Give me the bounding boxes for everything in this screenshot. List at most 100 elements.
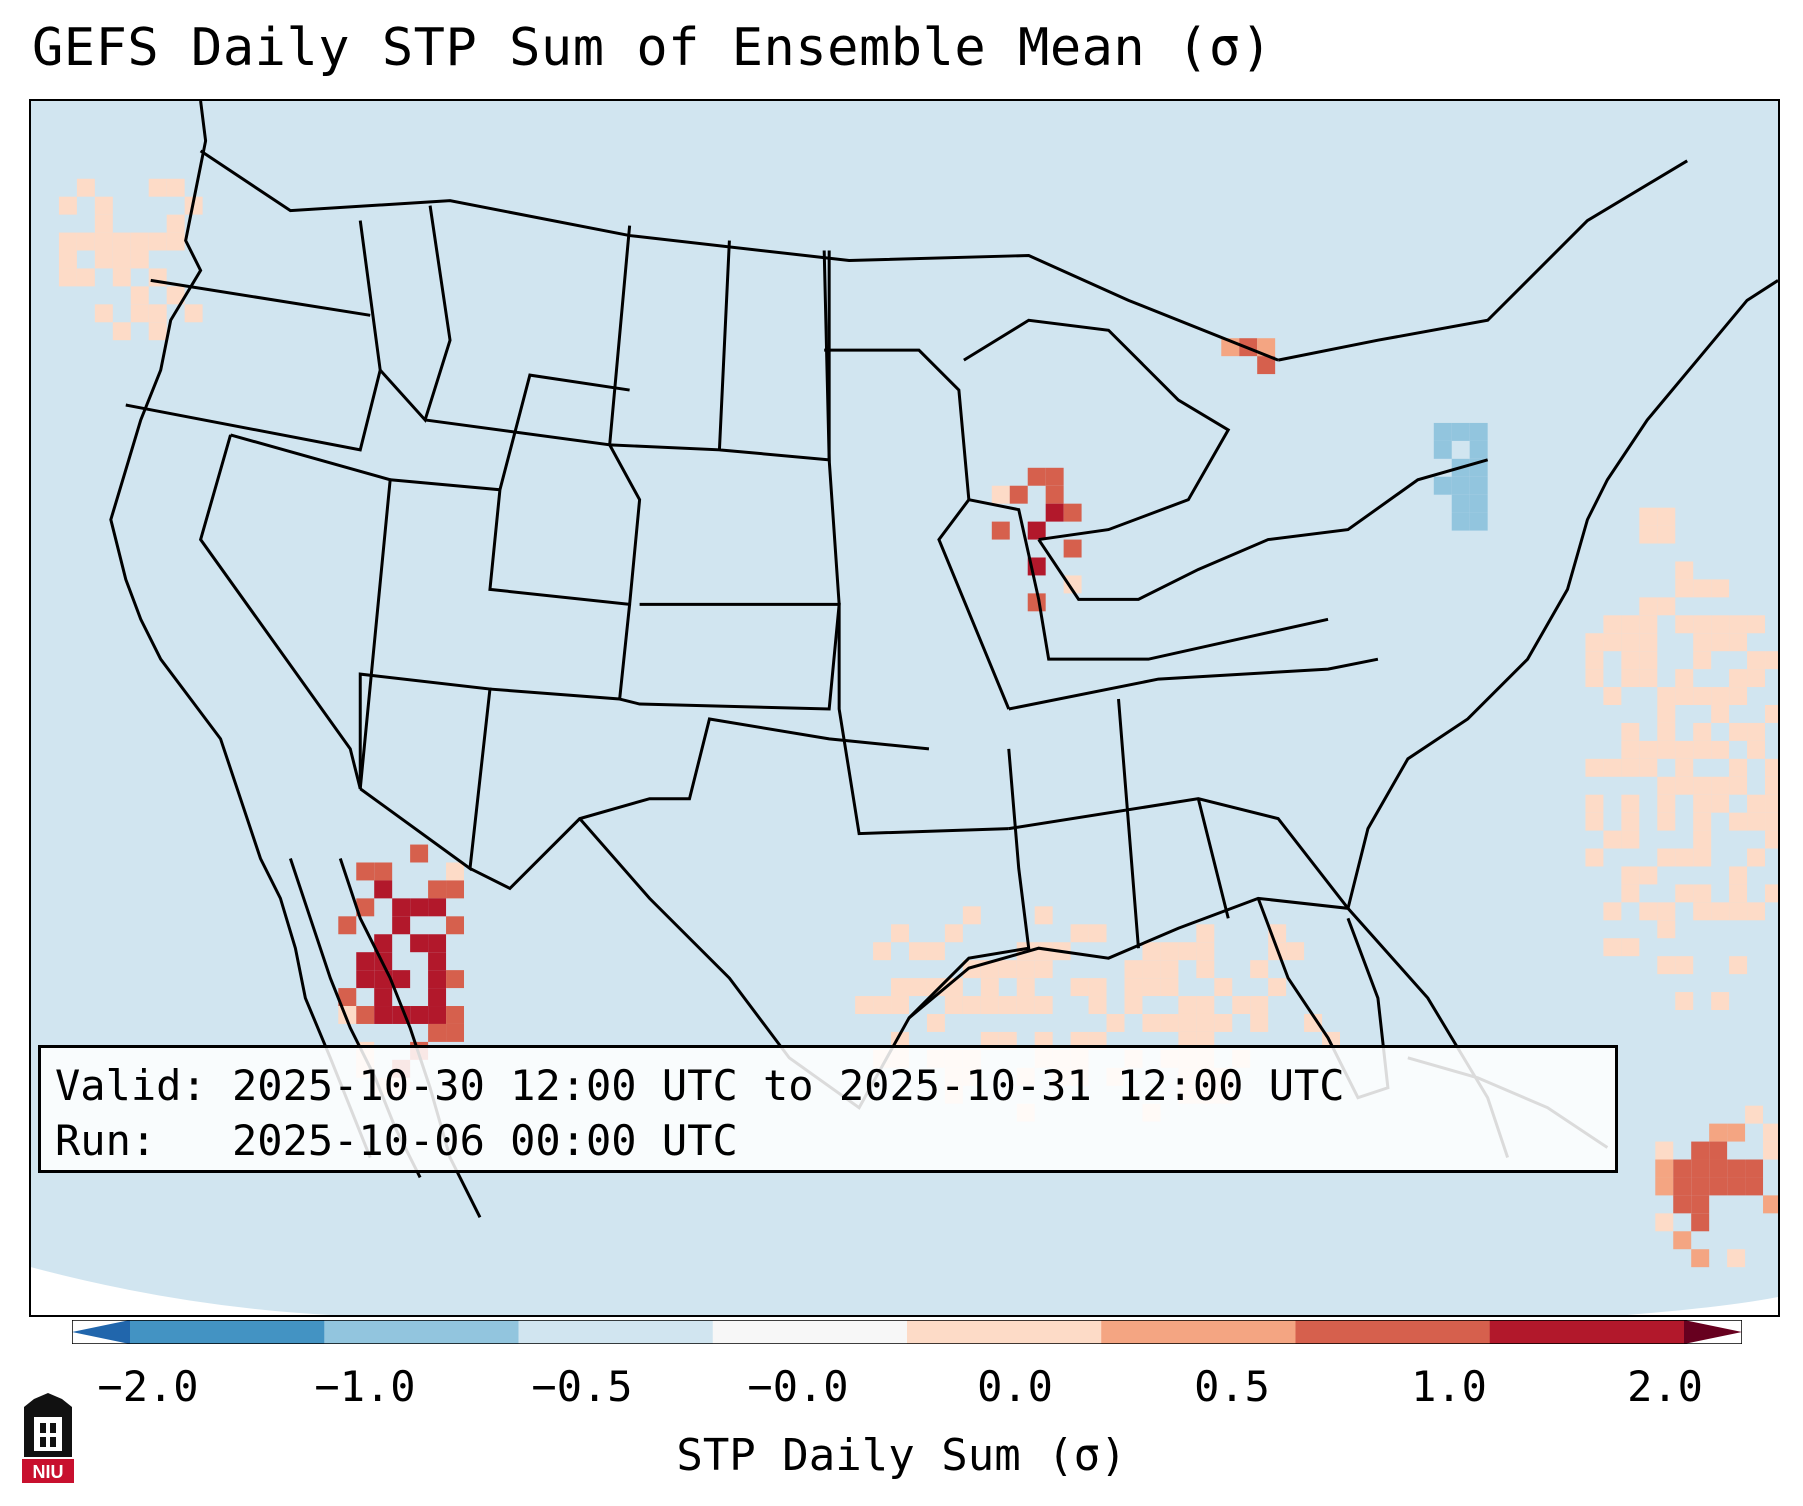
anomaly-cell — [130, 232, 149, 251]
anomaly-cell — [1657, 687, 1676, 706]
anomaly-cell — [1657, 794, 1676, 813]
anomaly-cell — [855, 996, 874, 1014]
colorbar-segment — [1295, 1320, 1491, 1344]
anomaly-cell — [1727, 1159, 1746, 1178]
anomaly-cell — [356, 970, 375, 989]
anomaly-cell — [1693, 722, 1712, 741]
anomaly-cell — [1673, 1159, 1692, 1178]
anomaly-cell — [1657, 920, 1676, 939]
anomaly-cell — [1027, 521, 1046, 540]
anomaly-cell — [1709, 1141, 1728, 1160]
anomaly-cell — [873, 996, 892, 1014]
anomaly-cell — [1729, 669, 1748, 688]
anomaly-cell — [1469, 422, 1488, 441]
anomaly-cell — [1639, 597, 1658, 616]
anomaly-cell — [1034, 960, 1053, 979]
anomaly-cell — [1214, 978, 1233, 997]
anomaly-cell — [1675, 758, 1694, 777]
anomaly-cell — [1142, 978, 1161, 997]
anomaly-cell — [148, 178, 167, 197]
anomaly-cell — [1675, 848, 1694, 867]
anomaly-cell — [428, 880, 447, 899]
anomaly-cell — [166, 232, 185, 251]
anomaly-cell — [891, 996, 909, 1014]
anomaly-cell — [1142, 960, 1161, 979]
anomaly-cell — [1729, 758, 1748, 777]
nv-ut — [198, 433, 392, 790]
anomaly-cell — [1088, 924, 1107, 943]
southeast — [1008, 657, 1379, 949]
anomaly-cell — [374, 862, 393, 881]
anomaly-cell — [166, 178, 185, 197]
anomaly-cell — [1693, 651, 1712, 670]
anomaly-cell — [1691, 1177, 1710, 1196]
anomaly-cell — [1451, 512, 1470, 531]
anomaly-cell — [1747, 615, 1766, 634]
anomaly-cell — [1621, 758, 1640, 777]
colorbar-segment — [130, 1320, 325, 1344]
anomaly-cell — [1747, 902, 1766, 921]
colorbar-tick: 1.0 — [1411, 1362, 1487, 1411]
anomaly-cell — [1765, 794, 1778, 813]
anomaly-cell — [1106, 1013, 1125, 1032]
anomaly-cell — [392, 970, 411, 989]
anomaly-cell — [1257, 356, 1276, 375]
anomaly-cell — [1673, 1231, 1692, 1250]
anomaly-cell — [873, 942, 892, 961]
anomaly-cell — [1711, 633, 1730, 652]
colorbar-tick: −2.0 — [97, 1362, 199, 1411]
anomaly-cell — [1250, 1013, 1269, 1032]
anomaly-cell — [1657, 956, 1676, 975]
anomaly-cell — [76, 232, 95, 251]
anomaly-cell — [184, 304, 203, 323]
anomaly-cell — [374, 988, 393, 1007]
anomaly-cell — [1693, 794, 1712, 813]
anomaly-cell — [1711, 740, 1730, 759]
anomaly-cell — [1675, 740, 1694, 759]
anomaly-cell — [1009, 485, 1028, 504]
anomaly-cell — [410, 844, 429, 863]
great-lakes-b — [1037, 458, 1489, 601]
anomaly-cell — [1585, 633, 1604, 652]
colorbar-segment — [907, 1320, 1102, 1344]
anomaly-cell — [1232, 996, 1251, 1014]
anomaly-cell — [1763, 1141, 1778, 1160]
anomaly-cell — [1603, 902, 1622, 921]
anomaly-cell — [1621, 938, 1640, 957]
anomaly-cell — [1765, 812, 1778, 831]
anomaly-cell — [1747, 669, 1766, 688]
anomaly-cell — [1727, 1123, 1746, 1142]
anomaly-cell — [1045, 485, 1064, 504]
domain-corner-white — [31, 1267, 331, 1315]
anomaly-cell — [1639, 633, 1658, 652]
anomaly-cell — [1711, 992, 1730, 1011]
anomaly-cell — [1070, 978, 1089, 997]
anomaly-cell — [944, 996, 963, 1014]
anomaly-cell — [1027, 467, 1046, 486]
anomaly-cell — [1655, 1213, 1674, 1232]
anomaly-cell — [112, 232, 131, 251]
anomaly-cell — [356, 898, 375, 917]
anomaly-cell — [1747, 740, 1766, 759]
anomaly-cell — [991, 521, 1010, 540]
mid-states-2 — [824, 348, 1011, 710]
anomaly-cell — [130, 250, 149, 269]
anomaly-cell — [1765, 884, 1778, 903]
anomaly-cell — [1250, 960, 1269, 979]
anomaly-cell — [1745, 1159, 1764, 1178]
colorbar-segment — [712, 1320, 908, 1344]
anomaly-cell — [1160, 942, 1179, 961]
anomaly-cell — [1673, 1195, 1692, 1214]
anomaly-cell — [1124, 978, 1143, 997]
anomaly-cell — [1063, 539, 1082, 558]
anomaly-cell — [446, 862, 465, 881]
anomaly-cell — [112, 322, 131, 341]
anomaly-cell — [1763, 1123, 1778, 1142]
anomaly-cell — [356, 952, 375, 971]
anomaly-cell — [1693, 579, 1712, 598]
anomaly-cell — [1304, 1013, 1323, 1032]
anomaly-cell — [94, 214, 113, 233]
anomaly-cell — [1693, 848, 1712, 867]
anomaly-cell — [1451, 422, 1470, 441]
colorbar-tick: −0.5 — [531, 1362, 633, 1411]
